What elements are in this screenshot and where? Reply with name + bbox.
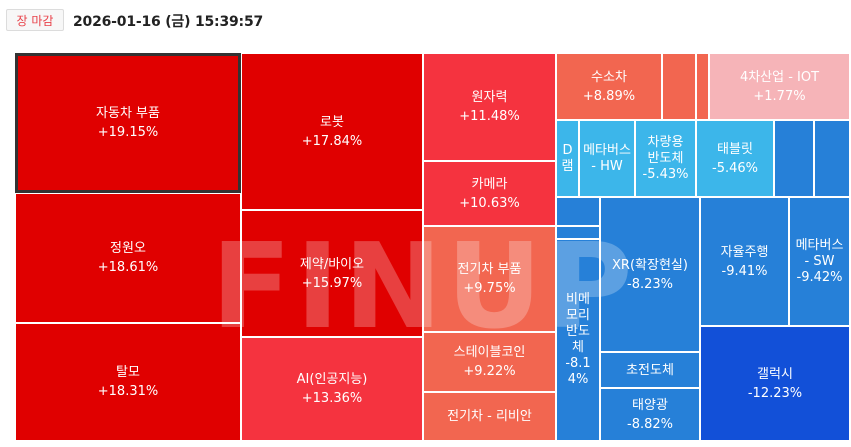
tile-label: 태블릿 — [717, 141, 753, 157]
tile-nuclear[interactable]: 원자력 +11.48% — [423, 53, 556, 161]
tile-auto-semiconductor[interactable]: 차량용 반도체 -5.43% — [635, 120, 696, 197]
tile-hydrogen-car[interactable]: 수소차 +8.89% — [556, 53, 662, 120]
tile-change: +17.84% — [301, 133, 363, 149]
tile-ev-rivian[interactable]: 전기차 - 리비안 — [423, 392, 556, 441]
tile-unlabeled-down-1[interactable] — [774, 120, 814, 197]
tile-label: AI(인공지능) — [296, 372, 368, 387]
tile-change: -8.82% — [627, 416, 673, 432]
tile-change: +13.36% — [301, 391, 363, 406]
tile-label: 전기차 부품 — [457, 262, 522, 277]
tile-change: -8.23% — [627, 276, 673, 292]
tile-galaxy[interactable]: 갤럭시 -12.23% — [700, 326, 850, 441]
tile-label: 제약/바이오 — [299, 256, 365, 272]
tile-label: 자율주행 — [720, 244, 769, 260]
tile-label: 로봇 — [320, 114, 344, 130]
tile-auto-parts[interactable]: 자동차 부품 +19.15% — [15, 53, 241, 193]
tile-change: -5.46% — [712, 160, 758, 176]
tile-change: -8.14% — [565, 356, 591, 387]
tile-label: XR(확장현실) — [612, 257, 688, 273]
tile-change: -9.42% — [796, 269, 843, 285]
tile-change: +8.89% — [582, 88, 636, 104]
timestamp: 2026-01-16 (금) 15:39:57 — [73, 14, 264, 30]
tile-non-memory-semiconductor[interactable]: 비메모리반도체 -8.14% — [556, 239, 600, 441]
tile-label: 수소차 — [591, 69, 627, 85]
tile-change: +10.63% — [459, 195, 520, 211]
tile-label: 태양광 — [632, 397, 668, 413]
tile-metaverse-sw[interactable]: 메타버스 - SW -9.42% — [789, 197, 850, 326]
tile-ai[interactable]: AI(인공지능) +13.36% — [241, 337, 423, 441]
tile-dram[interactable]: D램 — [556, 120, 579, 197]
tile-change: -12.23% — [747, 385, 803, 401]
tile-label: 메타버스 - SW — [795, 237, 844, 269]
tile-label: 4차산업 - IOT — [739, 69, 820, 85]
tile-label: 갤럭시 — [757, 366, 793, 382]
tile-stablecoin[interactable]: 스테이블코인 +9.22% — [423, 332, 556, 392]
tile-label: D램 — [561, 142, 574, 174]
tile-autonomous-driving[interactable]: 자율주행 -9.41% — [700, 197, 789, 326]
tile-metaverse-hw[interactable]: 메타버스 - HW — [579, 120, 635, 197]
tile-change: -5.43% — [642, 166, 689, 182]
status-header: 장 마감 2026-01-16 (금) 15:39:57 — [0, 0, 851, 44]
tile-label: 비메모리반도체 — [566, 292, 590, 355]
tile-change: +19.15% — [97, 125, 159, 140]
tile-change: +9.22% — [463, 364, 516, 379]
tile-label: 자동차 부품 — [96, 106, 160, 121]
tile-change: +1.77% — [753, 88, 806, 104]
tile-ev-parts[interactable]: 전기차 부품 +9.75% — [423, 226, 556, 332]
tile-change: -9.41% — [721, 263, 768, 279]
tile-label: 메타버스 - HW — [583, 142, 631, 174]
tile-label: 탈모 — [116, 365, 140, 380]
tile-label: 카메라 — [471, 176, 508, 192]
tile-label: 초전도체 — [626, 362, 674, 378]
tile-jeongwono[interactable]: 정원오 +18.61% — [15, 193, 241, 323]
tile-unlabeled-down-2[interactable] — [814, 120, 850, 197]
tile-label: 정원오 — [110, 241, 146, 256]
tile-hair-loss[interactable]: 탈모 +18.31% — [15, 323, 241, 441]
tile-tablet[interactable]: 태블릿 -5.46% — [696, 120, 774, 197]
tile-label: 차량용 반도체 — [647, 134, 684, 166]
tile-unlabeled-down-4[interactable] — [556, 226, 600, 239]
tile-change: +15.97% — [301, 275, 363, 291]
tile-unlabeled-up-1[interactable] — [662, 53, 696, 120]
tile-change: +18.61% — [97, 260, 159, 275]
tile-unlabeled-down-3[interactable] — [556, 197, 600, 226]
tile-change: +11.48% — [459, 109, 520, 124]
tile-pharma-bio[interactable]: 제약/바이오 +15.97% — [241, 210, 423, 337]
tile-camera[interactable]: 카메라 +10.63% — [423, 161, 556, 226]
tile-unlabeled-up-2[interactable] — [696, 53, 709, 120]
tile-label: 전기차 - 리비안 — [447, 409, 532, 424]
tile-change: +9.75% — [463, 281, 516, 296]
tile-robot[interactable]: 로봇 +17.84% — [241, 53, 423, 210]
tile-solar[interactable]: 태양광 -8.82% — [600, 388, 700, 441]
tile-label: 스테이블코인 — [453, 345, 526, 360]
tile-iot[interactable]: 4차산업 - IOT +1.77% — [709, 53, 850, 120]
tile-superconductor[interactable]: 초전도체 — [600, 352, 700, 388]
tile-label: 원자력 — [471, 90, 508, 105]
sector-treemap: 자동차 부품 +19.15% 정원오 +18.61% 탈모 +18.31% 로봇… — [11, 47, 850, 447]
tile-xr[interactable]: XR(확장현실) -8.23% — [600, 197, 700, 352]
tile-change: +18.31% — [97, 384, 159, 399]
market-status-badge: 장 마감 — [6, 9, 64, 31]
